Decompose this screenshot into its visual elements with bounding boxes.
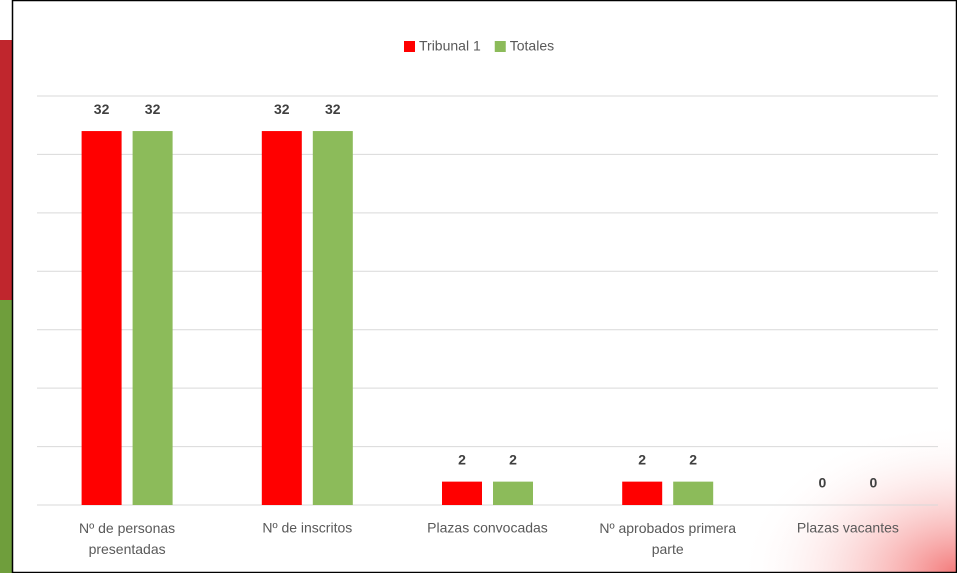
- data-label: 0: [819, 475, 827, 491]
- legend-label: Tribunal 1: [419, 38, 481, 54]
- bar: [261, 131, 302, 506]
- legend-swatch: [494, 41, 506, 52]
- bar: [622, 481, 663, 505]
- x-tick-label: Plazas convocadas: [427, 520, 548, 536]
- legend-swatch: [404, 41, 415, 52]
- legend: Tribunal 1 Totales: [404, 38, 554, 54]
- x-tick-label: Nº de inscritos: [262, 520, 352, 536]
- data-label: 2: [638, 451, 646, 467]
- legend-label: Totales: [510, 38, 554, 54]
- data-label: 32: [94, 101, 110, 117]
- data-label: 32: [274, 101, 290, 117]
- data-label: 0: [870, 475, 878, 491]
- x-tick-label: Nº aprobados primera parte: [599, 520, 736, 557]
- side-decoration: [0, 40, 12, 300]
- data-label: 2: [689, 451, 697, 467]
- bar: [442, 481, 482, 505]
- x-tick-label: Nº de personas presentadas: [79, 520, 175, 557]
- x-tick-label: Plazas vacantes: [797, 520, 899, 536]
- data-label: 32: [325, 101, 341, 117]
- data-label: 2: [509, 451, 517, 467]
- bar: [673, 481, 714, 505]
- bar: [493, 481, 533, 505]
- side-decoration: [0, 300, 12, 573]
- bar: [81, 131, 122, 506]
- data-label: 32: [145, 101, 161, 117]
- corner-decoration: [560, 300, 957, 573]
- data-label: 2: [458, 451, 466, 467]
- bar: [132, 131, 173, 506]
- bar: [312, 131, 353, 506]
